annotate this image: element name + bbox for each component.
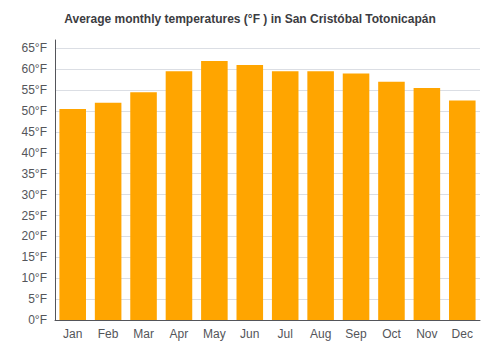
svg-text:Mar: Mar	[133, 327, 154, 341]
svg-text:Jul: Jul	[278, 327, 293, 341]
svg-text:0°F: 0°F	[28, 313, 47, 327]
svg-text:45°F: 45°F	[22, 125, 47, 139]
svg-text:Oct: Oct	[382, 327, 401, 341]
svg-text:Jun: Jun	[240, 327, 259, 341]
svg-text:60°F: 60°F	[22, 62, 47, 76]
svg-text:Feb: Feb	[98, 327, 119, 341]
svg-text:65°F: 65°F	[22, 41, 47, 55]
svg-text:Aug: Aug	[310, 327, 331, 341]
svg-text:25°F: 25°F	[22, 209, 47, 223]
svg-text:50°F: 50°F	[22, 104, 47, 118]
svg-text:20°F: 20°F	[22, 229, 47, 243]
svg-text:35°F: 35°F	[22, 167, 47, 181]
svg-text:15°F: 15°F	[22, 250, 47, 264]
svg-text:Jan: Jan	[63, 327, 82, 341]
svg-text:40°F: 40°F	[22, 146, 47, 160]
svg-text:Nov: Nov	[416, 327, 437, 341]
svg-text:10°F: 10°F	[22, 271, 47, 285]
svg-text:55°F: 55°F	[22, 83, 47, 97]
svg-text:Dec: Dec	[452, 327, 473, 341]
svg-text:May: May	[203, 327, 226, 341]
svg-text:5°F: 5°F	[28, 292, 47, 306]
svg-text:30°F: 30°F	[22, 188, 47, 202]
svg-text:Average monthly temperatures (: Average monthly temperatures (°F ) in Sa…	[64, 12, 436, 26]
svg-text:Sep: Sep	[345, 327, 367, 341]
svg-text:Apr: Apr	[170, 327, 189, 341]
